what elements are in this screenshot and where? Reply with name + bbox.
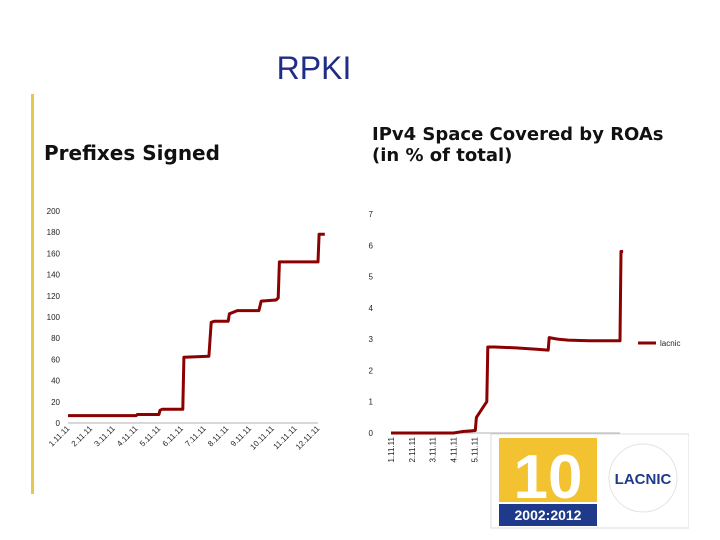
logo-years: 2002:2012 xyxy=(515,507,582,523)
chart1-ytick-label: 120 xyxy=(47,292,61,301)
chart1-series-line xyxy=(68,232,325,418)
chart1-ytick-label: 160 xyxy=(47,249,61,258)
logo-number: 10 xyxy=(514,443,583,512)
chart2-title: IPv4 Space Covered by ROAs (in % of tota… xyxy=(372,124,664,166)
chart1-ytick-label: 0 xyxy=(56,419,61,428)
left-accent-rule xyxy=(31,94,34,494)
chart1-ytick-label: 140 xyxy=(47,271,61,280)
chart2-series-line xyxy=(391,250,624,435)
chart2-ytick-label: 1 xyxy=(369,398,374,407)
chart2-xtick-label: 1.11.11 xyxy=(387,436,396,462)
chart2-xtick-label: 3.11.11 xyxy=(429,436,438,462)
chart1-ytick-label: 100 xyxy=(47,313,61,322)
logo-yellow-panel xyxy=(499,438,597,502)
chart1-ytick-label: 200 xyxy=(47,207,61,216)
chart2-xtick-label: 4.11.11 xyxy=(449,436,458,462)
chart2-xtick-label: 2.11.11 xyxy=(408,436,417,462)
chart1-ytick-label: 20 xyxy=(51,398,60,407)
legend-label: lacnic xyxy=(660,339,680,348)
chart2-ytick-label: 7 xyxy=(369,210,374,219)
slide-title: RPKI xyxy=(276,50,352,86)
chart2-ytick-label: 4 xyxy=(369,304,374,313)
logo-circle xyxy=(608,443,678,513)
chart2-ytick-label: 0 xyxy=(369,429,374,438)
chart2-ytick-label: 3 xyxy=(369,335,374,344)
chart2-xtick-label: 5.11.11 xyxy=(470,436,479,462)
chart2-ytick-label: 2 xyxy=(369,366,374,375)
chart1-title: Prefixes Signed xyxy=(44,141,220,165)
chart2-ytick-label: 6 xyxy=(369,241,374,250)
lacnic-logo-graphic: 10 2002:2012 LACNIC xyxy=(490,433,690,529)
logo-blue-panel xyxy=(499,504,597,526)
chart1-ytick-label: 80 xyxy=(51,334,60,343)
chart1-ytick-label: 60 xyxy=(51,355,60,364)
lacnic-10-years-logo: 10 2002:2012 LACNIC xyxy=(485,432,690,532)
chart1-ytick-label: 40 xyxy=(51,377,60,386)
chart1-ytick-label: 180 xyxy=(47,228,61,237)
chart2-ytick-label: 5 xyxy=(369,273,374,282)
logo-brand: LACNIC xyxy=(615,471,672,488)
